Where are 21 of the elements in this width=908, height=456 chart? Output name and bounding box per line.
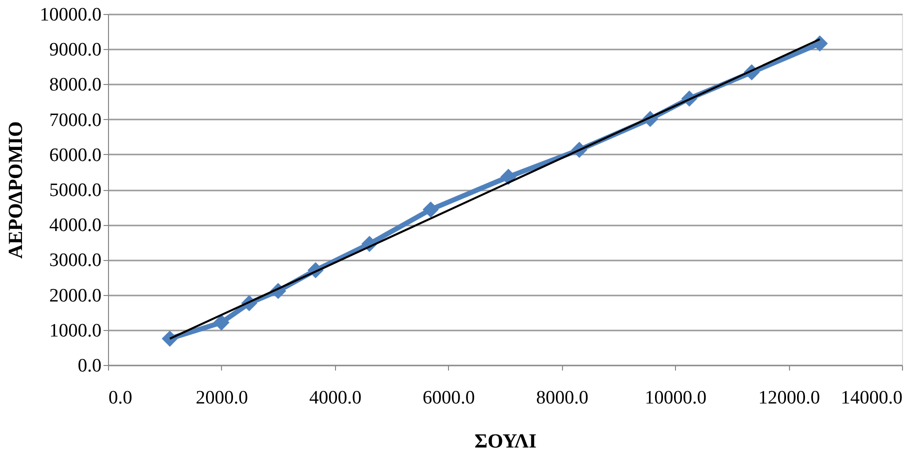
y-tick-label: 1000.0 — [49, 320, 102, 342]
x-tick-label: 0.0 — [108, 388, 132, 408]
y-tick-label: 7000.0 — [49, 110, 102, 131]
y-tick-label: 5000.0 — [49, 180, 102, 201]
y-tick-label: 8000.0 — [49, 74, 102, 96]
x-tick-label: 12000.0 — [758, 388, 820, 408]
x-tick-label: 8000.0 — [536, 388, 588, 408]
y-tick-label: 0.0 — [78, 356, 102, 376]
y-tick-label: 4000.0 — [49, 215, 102, 236]
y-tick-label: 6000.0 — [49, 144, 102, 166]
y-tick-label: 2000.0 — [49, 285, 102, 306]
x-tick-label: 4000.0 — [309, 388, 362, 408]
y-tick-label: 10000.0 — [40, 4, 102, 26]
y-tick-label: 3000.0 — [49, 250, 102, 272]
x-tick-label: 14000.0 — [840, 388, 902, 408]
x-axis-title: ΣΟΥΛΙ — [474, 430, 537, 452]
x-tick-label: 2000.0 — [196, 388, 248, 408]
x-tick-label: 10000.0 — [644, 388, 707, 408]
y-axis-title: ΑΕΡΟΔΡΟΜΙΟ — [4, 121, 27, 259]
y-tick-label: 9000.0 — [49, 40, 102, 61]
x-tick-label: 6000.0 — [422, 388, 475, 408]
